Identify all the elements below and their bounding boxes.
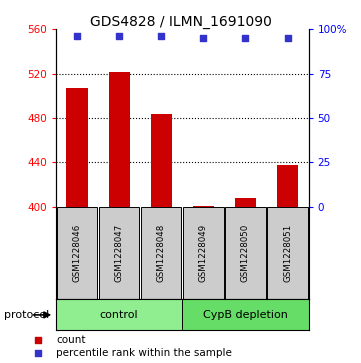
Bar [141, 207, 182, 299]
Point [285, 35, 291, 41]
Bar [99, 207, 139, 299]
Text: GSM1228048: GSM1228048 [157, 224, 166, 282]
Text: CypB depletion: CypB depletion [203, 310, 288, 320]
Text: GSM1228046: GSM1228046 [73, 224, 82, 282]
Point [35, 351, 41, 356]
Point [243, 35, 248, 41]
Text: GSM1228050: GSM1228050 [241, 224, 250, 282]
Text: count: count [56, 335, 86, 345]
Point [116, 33, 122, 39]
Text: GSM1228049: GSM1228049 [199, 224, 208, 282]
Bar [66, 88, 87, 207]
Point [158, 33, 164, 39]
Bar [182, 299, 309, 330]
Bar [268, 207, 308, 299]
Text: percentile rank within the sample: percentile rank within the sample [56, 348, 232, 358]
Bar [57, 207, 97, 299]
Text: GSM1228047: GSM1228047 [115, 224, 123, 282]
Bar [277, 165, 298, 207]
Point [200, 35, 206, 41]
Bar [235, 198, 256, 207]
Text: protocol: protocol [4, 310, 49, 320]
Bar [109, 72, 130, 207]
Bar [225, 207, 266, 299]
Text: GSM1228051: GSM1228051 [283, 224, 292, 282]
Bar [151, 114, 172, 207]
Bar [183, 207, 223, 299]
Bar [193, 206, 214, 207]
Point [35, 337, 41, 343]
Point [74, 33, 80, 39]
Bar [56, 299, 182, 330]
Text: GDS4828 / ILMN_1691090: GDS4828 / ILMN_1691090 [90, 15, 271, 29]
Text: control: control [100, 310, 138, 320]
